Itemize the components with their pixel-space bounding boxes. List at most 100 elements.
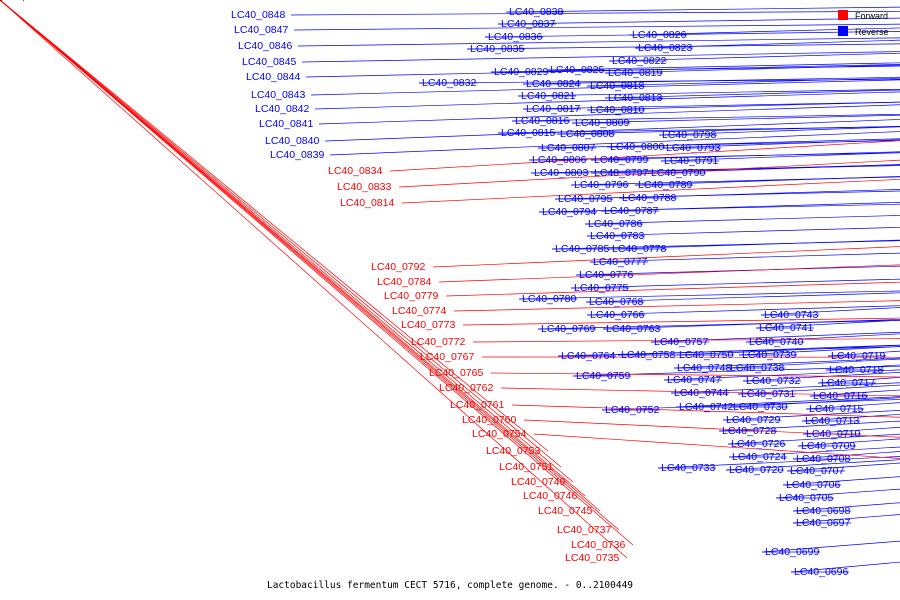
reverse-gene-label: LC40_0783 — [590, 230, 644, 242]
reverse-gene-label: LC40_0821 — [521, 90, 575, 102]
reverse-gene-label: LC40_0838 — [509, 6, 563, 18]
reverse-gene-label: LC40_0718 — [829, 364, 883, 376]
reverse-connector — [497, 126, 900, 134]
reverse-gene-label: LC40_0794 — [542, 206, 596, 218]
forward-gene-label: LC40_0760 — [462, 414, 516, 426]
reverse-connector — [511, 113, 900, 122]
reverse-gene-label: LC40_0705 — [779, 492, 833, 504]
reverse-connector — [586, 305, 900, 316]
forward-connector — [438, 264, 900, 283]
forward-connector — [490, 372, 900, 378]
reverse-connector — [586, 226, 900, 237]
reverse-connector — [606, 138, 900, 148]
strand-legend: Forward Reverse — [838, 10, 889, 37]
reverse-gene-label: LC40_0697 — [796, 517, 850, 529]
forward-gene-label: LC40_0765 — [429, 367, 483, 379]
reverse-connector — [528, 152, 900, 161]
reverse-connector — [290, 10, 900, 16]
reverse-gene-label: LC40_0780 — [522, 293, 576, 305]
reverse-swatch — [838, 26, 848, 36]
reverse-gene-label: LC40_0836 — [488, 31, 542, 43]
reverse-connector — [314, 91, 900, 110]
reverse-gene-label: LC40_0698 — [796, 505, 850, 517]
forward-connector — [453, 300, 900, 312]
reverse-gene-label: LC40_0777 — [593, 256, 647, 268]
reverse-gene-label: LC40_0803 — [534, 167, 588, 179]
reverse-gene-label: LC40_0750 — [679, 349, 733, 361]
reverse-gene-label: LC40_0844 — [246, 71, 300, 83]
reverse-gene-label: LC40_0818 — [590, 80, 644, 92]
reverse-connector — [601, 399, 900, 411]
reverse-connector — [584, 215, 900, 225]
reverse-connector — [590, 151, 900, 161]
reverse-gene-label: LC40_0748 — [677, 362, 731, 374]
reverse-connector — [586, 101, 900, 111]
reverse-gene-label: LC40_0707 — [790, 465, 844, 477]
reverse-gene-label: LC40_0759 — [576, 370, 630, 382]
reverse-connector — [418, 79, 900, 84]
reverse-gene-label: LC40_0740 — [749, 336, 803, 348]
forward-connector — [0, 0, 620, 531]
forward-connector — [389, 140, 900, 172]
reverse-gene-label: LC40_0744 — [674, 387, 728, 399]
reverse-gene-label: LC40_0797 — [594, 167, 648, 179]
reverse-gene-label: LC40_0776 — [579, 269, 633, 281]
tick-label: 1260 kbp — [0, 0, 27, 2]
reverse-connector — [570, 278, 900, 289]
forward-connector — [432, 246, 900, 268]
forward-gene-label: LC40_0784 — [377, 276, 431, 288]
reverse-gene-label: LC40_0822 — [612, 55, 666, 67]
reverse-connector — [572, 365, 900, 377]
reverse-gene-label: LC40_0813 — [608, 92, 662, 104]
reverse-gene-label: LC40_0846 — [238, 40, 292, 52]
reverse-gene-label: LC40_0764 — [561, 350, 615, 362]
forward-gene-label: LC40_0833 — [337, 181, 391, 193]
reverse-gene-label: LC40_0742 — [679, 401, 733, 413]
reverse-gene-label: LC40_0769 — [541, 323, 595, 335]
forward-gene-label: LC40_0745 — [538, 505, 592, 517]
reverse-connector — [618, 189, 900, 199]
reverse-gene-label: LC40_0843 — [251, 89, 305, 101]
reverse-gene-label: LC40_0743 — [764, 309, 818, 321]
forward-connector — [398, 159, 900, 188]
forward-connector — [445, 281, 900, 297]
reverse-gene-label: LC40_0778 — [612, 243, 666, 255]
reverse-connector — [522, 76, 900, 85]
forward-gene-label: LC40_0814 — [340, 197, 394, 209]
reverse-gene-label: LC40_0808 — [560, 128, 614, 140]
reverse-connector — [293, 23, 900, 31]
reverse-connector — [505, 6, 900, 13]
reverse-gene-label: LC40_0847 — [234, 24, 288, 36]
reverse-gene-label: LC40_0766 — [590, 309, 644, 321]
forward-gene-label: LC40_0762 — [439, 382, 493, 394]
reverse-gene-label: LC40_0729 — [726, 414, 780, 426]
reverse-gene-label: LC40_0840 — [265, 135, 319, 147]
forward-gene-label: LC40_0772 — [411, 336, 465, 348]
reverse-connector — [517, 88, 900, 97]
reverse-gene-label: LC40_0848 — [231, 9, 285, 21]
reverse-connector — [585, 292, 900, 303]
reverse-gene-label: LC40_0719 — [831, 350, 885, 362]
reverse-gene-label: LC40_0787 — [604, 205, 658, 217]
forward-gene-label: LC40_0736 — [571, 539, 625, 551]
forward-connector — [0, 0, 562, 468]
reverse-gene-label: LC40_0724 — [732, 451, 786, 463]
forward-connector — [0, 0, 549, 452]
reverse-connector — [602, 319, 900, 330]
reverse-connector — [297, 37, 900, 47]
reverse-gene-label: LC40_0739 — [742, 349, 796, 361]
forward-connector — [500, 387, 900, 397]
forward-gene-label: LC40_0767 — [420, 351, 474, 363]
reverse-gene-label: LC40_0720 — [729, 464, 783, 476]
reverse-gene-label: LC40_0789 — [638, 179, 692, 191]
reverse-connector — [600, 202, 900, 212]
forward-gene-label: LC40_0735 — [565, 552, 619, 564]
forward-connector — [0, 0, 634, 546]
reverse-gene-label: LC40_0806 — [532, 154, 586, 166]
reverse-connector — [589, 252, 900, 263]
reverse-connector — [657, 456, 900, 469]
reverse-gene-label: LC40_0706 — [786, 479, 840, 491]
reverse-gene-label: LC40_0717 — [821, 377, 875, 389]
